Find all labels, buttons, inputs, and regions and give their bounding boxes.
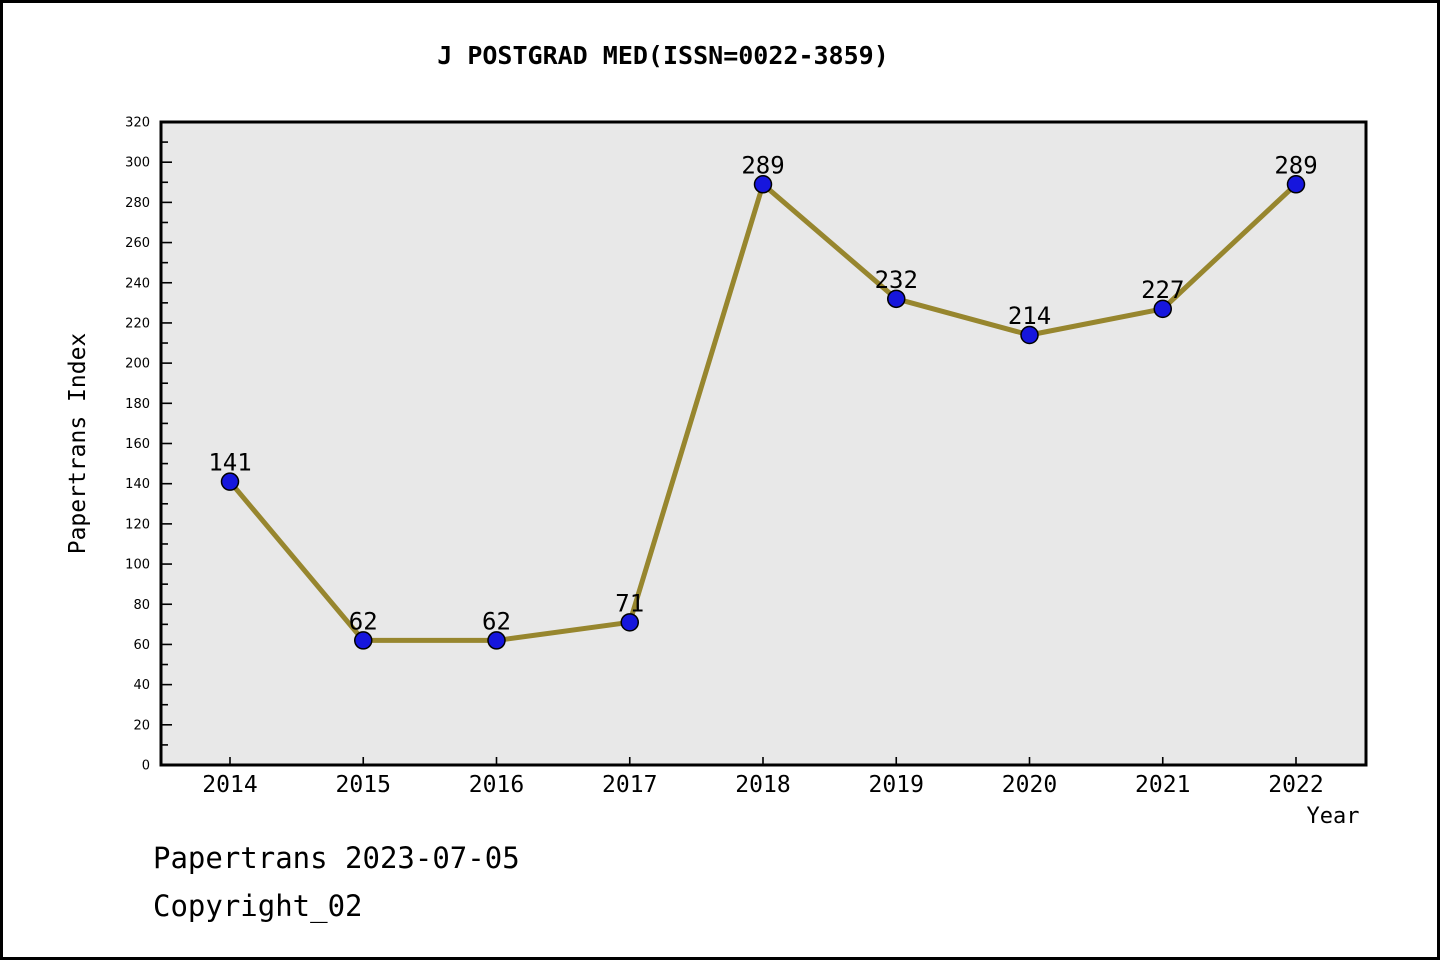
y-tick-label: 120: [125, 517, 150, 532]
chart-title: J POSTGRAD MED(ISSN=0022-3859): [437, 41, 889, 70]
data-point-2018: [753, 175, 773, 194]
footer-copyright: Copyright_02: [153, 889, 363, 923]
y-tick-label: 320: [125, 116, 150, 131]
data-point-2021: [1153, 299, 1172, 319]
y-tick-label: 160: [125, 437, 150, 452]
data-point-label: 232: [875, 266, 918, 294]
y-tick-label: 140: [125, 477, 150, 492]
data-point-label: 71: [615, 589, 644, 617]
y-tick-label: 220: [125, 316, 150, 331]
data-point-2019: [887, 289, 906, 309]
y-tick-label: 20: [133, 718, 150, 733]
y-tick-label: 0: [142, 759, 150, 774]
x-tick-label: 2015: [336, 772, 391, 798]
data-point-2020: [1020, 325, 1039, 345]
x-tick-label: 2014: [202, 772, 257, 798]
y-tick-label: 80: [133, 598, 150, 613]
y-tick-label: 240: [125, 276, 150, 291]
y-tick-label: 60: [133, 638, 150, 653]
y-tick-label: 180: [125, 397, 150, 412]
data-point-2015: [354, 631, 373, 650]
x-tick-label: 2018: [735, 772, 790, 798]
x-axis-label: Year: [1307, 804, 1360, 829]
data-point-2022: [1286, 175, 1306, 194]
x-tick-label: 2020: [1002, 772, 1057, 798]
data-point-label: 141: [208, 449, 251, 477]
y-tick-label: 260: [125, 236, 150, 251]
y-tick-label: 40: [133, 678, 150, 693]
data-point-label: 289: [1274, 151, 1317, 179]
data-point-label: 62: [482, 607, 511, 635]
data-point-label: 289: [741, 151, 784, 179]
data-point-label: 227: [1141, 276, 1184, 304]
x-tick-label: 2019: [869, 772, 924, 798]
footer-source-date: Papertrans 2023-07-05: [153, 841, 520, 875]
y-axis-label: Papertrans Index: [65, 333, 91, 555]
x-tick-label: 2022: [1268, 772, 1323, 798]
x-tick-label: 2016: [469, 772, 524, 798]
data-point-2014: [220, 472, 240, 491]
x-tick-label: 2021: [1135, 772, 1190, 798]
x-tick-label: 2017: [602, 772, 657, 798]
y-tick-label: 280: [125, 196, 150, 211]
y-tick-label: 200: [125, 357, 150, 372]
data-point-label: 214: [1008, 302, 1051, 330]
data-point-2017: [620, 613, 639, 632]
data-point-label: 62: [349, 607, 378, 635]
data-point-2016: [487, 631, 506, 650]
chart-svg: 0 20 40 60 80 100 120 140 160 180 200 220 240 260 280 3…: [65, 116, 1368, 829]
plot-area: [159, 120, 1368, 767]
y-tick-label: 300: [125, 156, 150, 171]
y-tick-label: 100: [125, 558, 150, 573]
